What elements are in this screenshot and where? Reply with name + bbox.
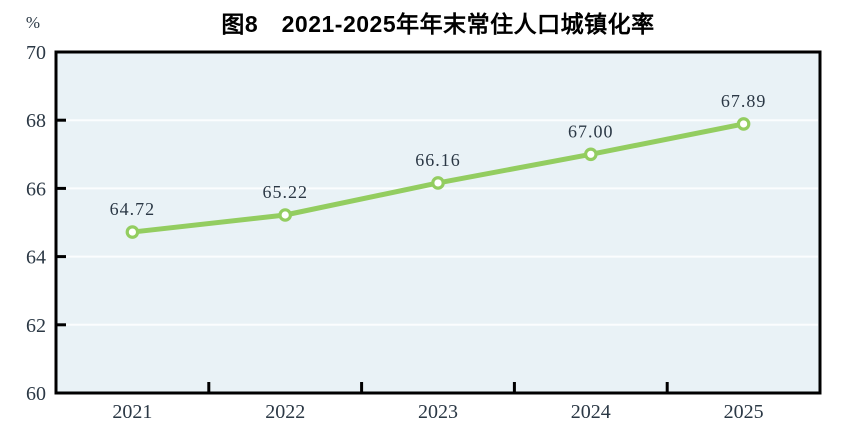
data-label-2025: 67.89 (721, 91, 767, 111)
data-label-2024: 67.00 (568, 121, 614, 141)
data-label-2023: 66.16 (415, 150, 461, 170)
y-axis-label-70: 70 (26, 42, 46, 64)
y-axis-label-62: 62 (26, 315, 46, 337)
y-axis-label-64: 64 (26, 247, 46, 269)
data-point-marker-2022 (278, 208, 292, 222)
x-axis-label-2022: 2022 (265, 401, 305, 423)
y-axis-unit-label: % (26, 13, 40, 32)
y-axis-label-66: 66 (26, 178, 46, 200)
x-axis-label-2025: 2025 (724, 401, 764, 423)
x-axis-label-2024: 2024 (571, 401, 611, 423)
data-point-marker-2024 (583, 147, 598, 162)
data-label-2021: 64.72 (110, 199, 156, 219)
x-axis-label-2023: 2023 (418, 401, 458, 423)
data-point-marker-2025 (736, 117, 751, 131)
y-axis-label-68: 68 (26, 110, 46, 132)
data-point-marker-2021 (125, 225, 140, 239)
plot-area (54, 50, 822, 395)
chart-title: 图8 2021-2025年年末常住人口城镇化率 (221, 11, 655, 37)
data-point-marker-2023 (431, 176, 445, 190)
y-axis-label-60: 60 (26, 383, 46, 405)
x-axis-label-2021: 2021 (112, 401, 152, 423)
data-label-2022: 65.22 (262, 182, 308, 202)
